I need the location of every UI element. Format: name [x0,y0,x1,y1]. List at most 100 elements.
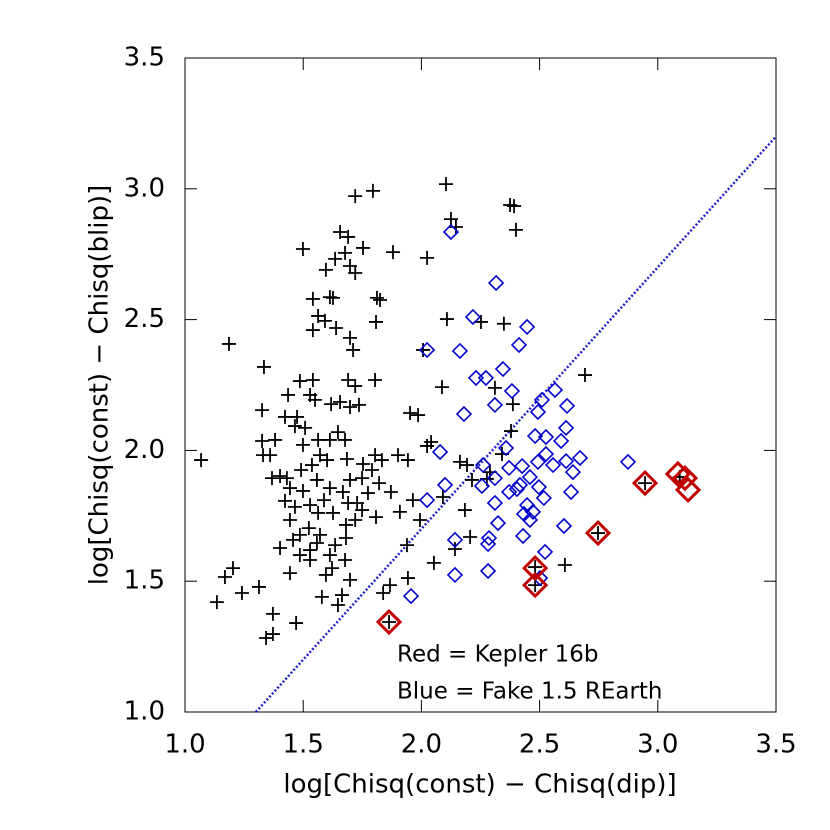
point [457,503,472,518]
point [473,477,491,495]
point [558,397,576,415]
point [376,585,391,600]
point [446,531,464,548]
point [343,258,358,273]
point [281,387,296,402]
point [343,572,358,587]
point [338,245,353,260]
point [343,472,358,487]
point [372,476,387,491]
point [356,240,371,255]
point [452,454,467,469]
point [500,483,518,501]
point [487,274,505,292]
point [333,395,348,410]
point [338,553,353,568]
point [311,432,326,447]
point [273,469,288,484]
point [312,448,327,463]
point [295,483,310,498]
point [537,445,555,463]
point [521,468,539,486]
point [513,457,531,475]
point [282,512,297,527]
point [322,432,337,447]
point [460,458,475,473]
point [324,397,339,412]
point [277,493,292,508]
point [294,463,309,478]
point [399,538,414,553]
point [348,512,363,527]
point [455,405,473,423]
point [255,403,270,418]
point [473,314,488,329]
point [309,472,324,487]
point [503,424,518,439]
point [528,560,543,575]
point [619,453,637,471]
point [290,409,305,424]
point [577,368,592,383]
point [279,471,294,486]
point [221,336,236,351]
point [251,579,266,594]
point [209,595,224,610]
point [507,199,522,214]
point [418,341,436,359]
point [348,189,363,204]
point [369,510,384,525]
point [287,499,302,514]
y-tick-label: 1.0 [124,697,165,727]
point [343,330,358,345]
point [322,548,337,563]
point [638,476,653,491]
point [518,318,536,336]
point [674,476,702,504]
point [402,587,420,605]
point [338,531,353,546]
point [446,566,464,584]
point [292,527,307,542]
point [311,505,326,520]
point [448,219,463,234]
point [494,360,512,378]
point [479,562,497,580]
point [328,251,343,266]
point [524,503,542,521]
point [338,517,353,532]
point [303,543,318,558]
point [431,443,449,461]
annotation: Red = Kepler 16b [397,642,598,668]
point [318,262,333,277]
point [526,427,544,445]
point [671,465,699,492]
point [435,489,450,504]
point [418,491,436,509]
point [489,514,507,532]
point [564,463,582,481]
point [405,493,420,508]
point [234,585,249,600]
point [400,453,415,468]
point [631,469,659,497]
point [487,380,502,395]
point [426,555,441,570]
point [305,373,320,388]
point [334,588,349,603]
point [392,504,407,519]
point [295,437,310,452]
point [318,567,333,582]
point [292,548,307,563]
point [443,212,458,227]
point [341,373,356,388]
point [424,435,439,450]
point [273,540,288,555]
point [303,387,318,402]
point [343,399,358,414]
point [383,484,398,499]
point [562,483,580,501]
point [360,486,375,501]
